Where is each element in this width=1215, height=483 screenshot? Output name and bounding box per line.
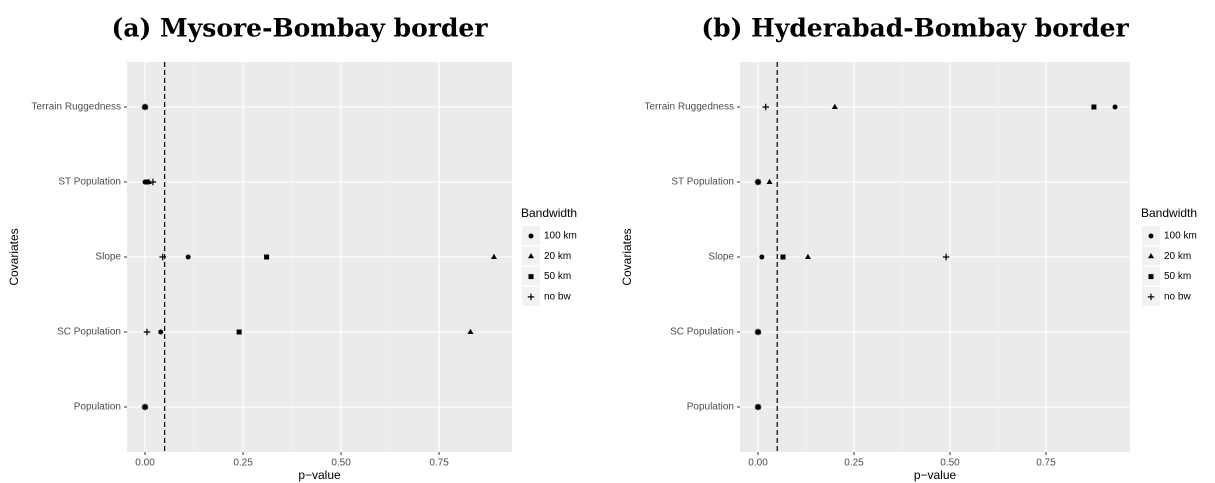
y-tick-label: Terrain Ruggedness <box>32 102 122 113</box>
data-point <box>1091 104 1097 110</box>
data-point <box>144 179 150 185</box>
legend-label: 100 km <box>1164 231 1197 242</box>
x-tick-label: 0.75 <box>1036 458 1056 469</box>
data-point <box>831 103 838 109</box>
data-point <box>780 254 786 260</box>
legend-label: 20 km <box>544 251 571 262</box>
x-tick-label: 0.50 <box>331 458 351 469</box>
y-tick-label: ST Population <box>671 177 734 188</box>
y-axis-title: Covariates <box>7 228 21 285</box>
x-tick-label: 0.25 <box>844 458 864 469</box>
chart-title: (b) Hyderabad-Bombay border <box>701 14 1129 43</box>
legend-title: Bandwidth <box>1141 206 1197 220</box>
y-tick-label: SC Population <box>57 327 121 338</box>
data-point <box>754 178 762 186</box>
legend-title: Bandwidth <box>521 206 577 220</box>
legend-marker <box>528 233 534 239</box>
legend-label: no bw <box>1164 292 1191 303</box>
data-point <box>141 103 149 111</box>
legend-label: 100 km <box>544 231 577 242</box>
legend-marker <box>528 274 534 280</box>
data-point <box>158 329 164 335</box>
x-axis-title: p−value <box>298 468 341 482</box>
y-tick-label: Population <box>687 402 734 413</box>
data-point <box>1112 104 1118 110</box>
chart-title: (a) Mysore-Bombay border <box>111 14 488 43</box>
legend-marker <box>1148 233 1154 239</box>
y-tick-label: ST Population <box>58 177 121 188</box>
legend-marker <box>527 293 535 301</box>
x-tick-label: 0.00 <box>135 458 155 469</box>
data-point <box>143 328 151 336</box>
legend-marker <box>528 253 534 259</box>
y-axis-title: Covariates <box>620 228 634 285</box>
data-point <box>804 253 811 259</box>
x-tick-label: 0.25 <box>233 458 253 469</box>
y-tick-label: SC Population <box>670 327 734 338</box>
legend-label: 20 km <box>1164 251 1191 262</box>
data-point <box>490 253 497 259</box>
data-point <box>159 253 166 261</box>
x-tick-label: 0.00 <box>748 458 768 469</box>
data-point <box>754 328 762 336</box>
data-point <box>236 329 242 335</box>
legend-label: 50 km <box>544 271 571 282</box>
legend-marker <box>1148 253 1154 259</box>
data-point <box>149 178 157 186</box>
data-point <box>759 254 765 260</box>
data-point <box>766 178 773 184</box>
y-tick-label: Slope <box>708 252 734 263</box>
x-axis-title: p−value <box>914 468 957 482</box>
y-tick-label: Slope <box>95 252 121 263</box>
data-point <box>141 403 149 411</box>
data-point <box>264 254 270 260</box>
data-point <box>754 403 762 411</box>
legend-marker <box>1147 293 1155 301</box>
data-point <box>942 253 950 261</box>
data-point <box>185 254 191 260</box>
x-tick-label: 0.75 <box>429 458 449 469</box>
data-point <box>762 103 769 111</box>
legend-label: no bw <box>544 292 571 303</box>
y-tick-label: Terrain Ruggedness <box>645 102 735 113</box>
legend-label: 50 km <box>1164 271 1191 282</box>
x-tick-label: 0.50 <box>940 458 960 469</box>
y-tick-label: Population <box>74 402 121 413</box>
legend-marker <box>1148 274 1154 280</box>
data-point <box>467 328 474 334</box>
